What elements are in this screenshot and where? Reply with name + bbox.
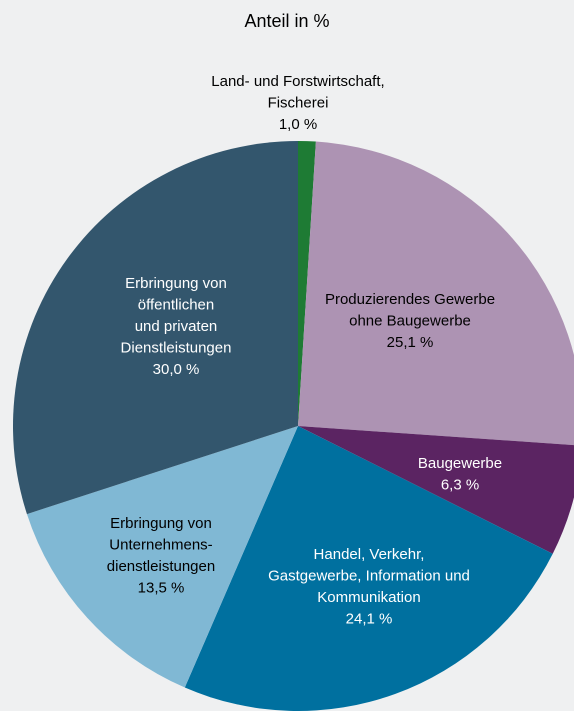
slice-label: Baugewerbe [418,455,502,472]
slice-label: Erbringung von [125,275,227,292]
pie-slice [298,141,574,446]
value-label: 25,1 % [387,334,434,351]
slice-label: Handel, Verkehr, [314,546,425,563]
pie-slice [184,426,553,711]
value-label: 30,0 % [153,361,200,378]
pie-slice [298,426,574,554]
slice-label: Fischerei [268,94,329,111]
slice-label: Erbringung von [110,515,212,532]
value-label: 1,0 % [279,116,317,133]
slice-label: Dienstleistungen [121,339,232,356]
slice-label: öffentlichen [138,296,214,313]
value-label: 24,1 % [346,610,393,627]
value-label: 6,3 % [441,476,479,493]
slice-label: Gastgewerbe, Information und [268,567,470,584]
slice-label: Land- und Forstwirtschaft, [211,73,384,90]
pie-slice [26,426,299,688]
slice-label: dienstleistungen [107,558,215,575]
pie-slice [12,141,299,515]
slice-label: Kommunikation [317,589,420,606]
slice-label: ohne Baugewerbe [349,312,471,329]
pie-slice [298,141,316,426]
slice-label: und privaten [135,318,218,335]
chart-title: Anteil in % [244,11,329,31]
value-label: 13,5 % [138,579,185,596]
slice-label: Produzierendes Gewerbe [325,291,495,308]
slice-label: Unternehmens- [109,536,212,553]
